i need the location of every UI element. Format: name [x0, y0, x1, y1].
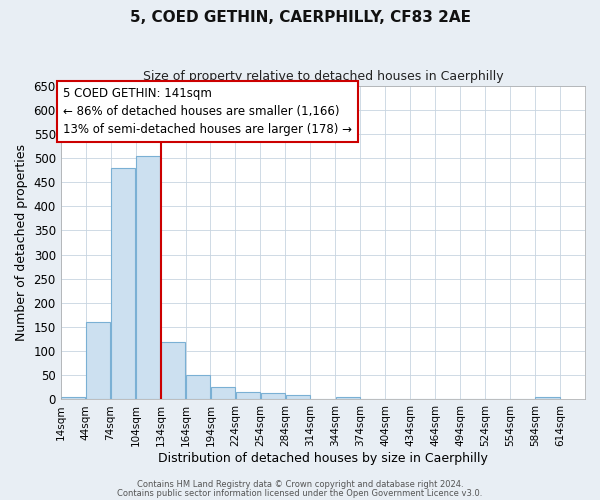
Bar	[286, 395, 310, 400]
Bar	[86, 322, 110, 400]
Text: Contains HM Land Registry data © Crown copyright and database right 2024.: Contains HM Land Registry data © Crown c…	[137, 480, 463, 489]
Text: 5 COED GETHIN: 141sqm
← 86% of detached houses are smaller (1,166)
13% of semi-d: 5 COED GETHIN: 141sqm ← 86% of detached …	[63, 87, 352, 136]
Bar	[236, 392, 260, 400]
Bar	[261, 393, 285, 400]
Title: Size of property relative to detached houses in Caerphilly: Size of property relative to detached ho…	[143, 70, 503, 83]
Bar	[211, 388, 235, 400]
Bar	[136, 156, 160, 400]
Text: 5, COED GETHIN, CAERPHILLY, CF83 2AE: 5, COED GETHIN, CAERPHILLY, CF83 2AE	[130, 10, 470, 25]
Bar	[186, 376, 210, 400]
X-axis label: Distribution of detached houses by size in Caerphilly: Distribution of detached houses by size …	[158, 452, 488, 465]
Bar	[111, 168, 135, 400]
Bar	[535, 397, 560, 400]
Bar	[335, 397, 360, 400]
Bar	[61, 397, 85, 400]
Text: Contains public sector information licensed under the Open Government Licence v3: Contains public sector information licen…	[118, 489, 482, 498]
Bar	[161, 342, 185, 400]
Y-axis label: Number of detached properties: Number of detached properties	[15, 144, 28, 341]
